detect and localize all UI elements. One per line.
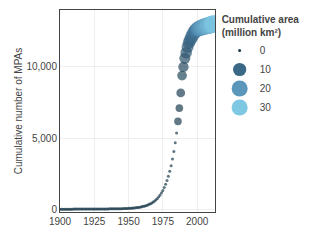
svg-text:20: 20 <box>260 83 272 94</box>
svg-text:10: 10 <box>260 64 272 75</box>
svg-text:1925: 1925 <box>83 216 106 227</box>
svg-text:30: 30 <box>260 102 272 113</box>
svg-text:0: 0 <box>260 45 266 56</box>
svg-text:0: 0 <box>51 204 57 215</box>
svg-text:Cumulative area(million km²): Cumulative area(million km²) <box>222 14 300 38</box>
svg-text:1900: 1900 <box>49 216 72 227</box>
svg-text:10,000: 10,000 <box>26 61 57 72</box>
svg-text:1950: 1950 <box>117 216 140 227</box>
svg-text:Cumulative number of MPAs: Cumulative number of MPAs <box>13 48 24 175</box>
svg-text:1975: 1975 <box>152 216 175 227</box>
svg-text:5,000: 5,000 <box>32 133 57 144</box>
svg-text:2000: 2000 <box>186 216 209 227</box>
